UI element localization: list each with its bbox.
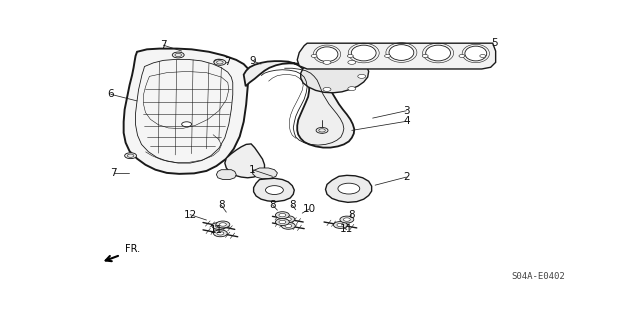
Circle shape (358, 74, 365, 78)
Circle shape (311, 55, 317, 57)
Circle shape (340, 216, 354, 223)
Ellipse shape (389, 45, 414, 60)
Text: 5: 5 (491, 38, 497, 48)
Circle shape (337, 223, 344, 227)
Polygon shape (253, 168, 277, 179)
Circle shape (212, 223, 226, 229)
Circle shape (385, 55, 390, 57)
Circle shape (182, 122, 191, 127)
Polygon shape (297, 43, 495, 69)
Circle shape (459, 55, 465, 57)
Circle shape (480, 55, 486, 57)
Text: S04A-E0402: S04A-E0402 (511, 271, 565, 280)
Polygon shape (253, 178, 294, 202)
Circle shape (279, 213, 286, 217)
Ellipse shape (351, 45, 376, 61)
Circle shape (316, 128, 328, 133)
Circle shape (282, 222, 295, 229)
Polygon shape (301, 57, 369, 93)
Circle shape (216, 221, 230, 228)
Polygon shape (225, 144, 264, 178)
Circle shape (266, 186, 284, 195)
Circle shape (275, 212, 289, 219)
Text: 2: 2 (403, 172, 410, 182)
Ellipse shape (426, 45, 451, 61)
Circle shape (214, 59, 226, 65)
Text: 8: 8 (289, 200, 296, 210)
Circle shape (213, 230, 227, 237)
Text: 1: 1 (250, 165, 256, 175)
Circle shape (275, 219, 289, 226)
Text: 12: 12 (184, 210, 196, 220)
Polygon shape (326, 175, 372, 202)
Text: 8: 8 (349, 210, 355, 220)
Text: 8: 8 (269, 200, 276, 210)
Circle shape (285, 224, 292, 227)
Text: 4: 4 (403, 116, 410, 126)
Polygon shape (244, 61, 355, 148)
Text: 7: 7 (225, 57, 231, 67)
Circle shape (344, 218, 350, 221)
Circle shape (323, 60, 331, 64)
Circle shape (172, 52, 184, 58)
Circle shape (216, 224, 222, 228)
Circle shape (323, 87, 331, 91)
Circle shape (125, 153, 136, 158)
Circle shape (173, 53, 183, 57)
Circle shape (422, 55, 428, 57)
Circle shape (220, 223, 227, 226)
Text: 7: 7 (111, 168, 117, 178)
Circle shape (338, 183, 360, 194)
Circle shape (348, 60, 356, 64)
Text: 6: 6 (108, 89, 114, 99)
Text: 11: 11 (340, 224, 353, 234)
Polygon shape (124, 48, 249, 174)
Text: 11: 11 (210, 225, 223, 235)
Text: 3: 3 (403, 106, 410, 116)
Circle shape (284, 218, 291, 221)
Circle shape (333, 221, 348, 228)
Circle shape (279, 220, 286, 224)
Polygon shape (216, 170, 236, 180)
Circle shape (348, 87, 356, 91)
Text: 7: 7 (160, 40, 166, 50)
Circle shape (217, 232, 224, 235)
Text: FR.: FR. (125, 244, 140, 254)
Circle shape (125, 153, 136, 159)
Text: 10: 10 (303, 204, 316, 214)
Ellipse shape (316, 47, 338, 62)
Circle shape (214, 59, 224, 64)
Circle shape (348, 55, 353, 57)
Text: 8: 8 (218, 200, 225, 210)
Text: 9: 9 (250, 56, 256, 66)
Circle shape (281, 216, 295, 223)
Ellipse shape (465, 46, 487, 61)
